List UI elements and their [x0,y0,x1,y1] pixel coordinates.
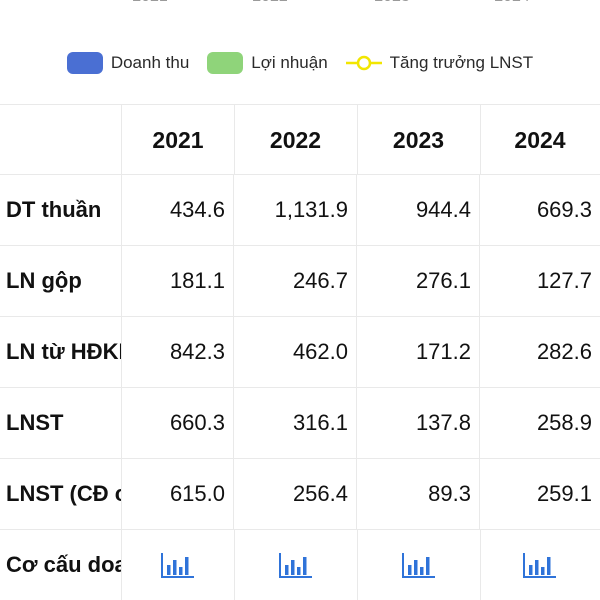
value-cell: 276.1 [357,246,480,316]
chart-x-label: 2021 [132,0,168,6]
value-cell: 89.3 [357,459,480,529]
bar-chart-icon[interactable] [480,530,600,600]
growth-line-icon [345,55,382,71]
chart-x-label: 2023 [374,0,410,6]
chart-x-label: 2022 [252,0,288,6]
value-cell: 660.3 [122,388,234,458]
legend-label: Lợi nhuận [251,53,328,72]
value-cell: 137.8 [357,388,480,458]
year-header: 2022 [234,105,358,175]
legend-item-revenue[interactable]: Doanh thu [66,52,190,74]
value-cell: 127.7 [536,268,592,293]
year-header: 2024 [514,126,566,153]
table-header-row: 2021 2022 2023 2024 [0,104,600,175]
legend-item-growth[interactable]: Tăng trưởng LNST [345,52,534,74]
legend-label: Tăng trưởng LNST [389,53,534,72]
value-cell: 316.1 [234,388,357,458]
chart-legend: Doanh thu Lợi nhuận Tăng trưởng LNST [0,50,600,76]
value-cell: 434.6 [122,175,234,245]
chart-x-label: 2024 [494,0,530,6]
bar-chart-icon[interactable] [357,530,481,600]
table-row: LN gộp 181.1 246.7 276.1 127.7 [0,245,600,316]
row-label: Cơ cấu doanh thu [0,530,122,600]
value-cell: 282.6 [536,339,592,364]
table-row: DT thuần 434.6 1,131.9 944.4 669.3 [0,174,600,245]
row-label: LN gộp [0,246,122,316]
row-label: LNST (CĐ công ty mẹ) [0,459,122,529]
row-label: LNST [0,388,122,458]
profit-swatch-icon [207,52,244,74]
table-row: LN từ HĐKD 842.3 462.0 171.2 282.6 [0,316,600,387]
value-cell: 944.4 [357,175,480,245]
table-row: LNST (CĐ công ty mẹ) 615.0 256.4 89.3 25… [0,458,600,529]
value-cell: 258.9 [536,410,592,435]
year-header: 2021 [122,105,235,175]
legend-item-profit[interactable]: Lợi nhuận [207,52,328,74]
table-row: LNST 660.3 316.1 137.8 258.9 [0,387,600,458]
revenue-structure-row: Cơ cấu doanh thu [0,529,600,600]
value-cell: 259.1 [536,481,592,506]
value-cell: 256.4 [234,459,357,529]
chart-x-axis: 2021 2022 2023 2024 [0,0,600,6]
value-cell: 462.0 [234,317,357,387]
legend-label: Doanh thu [110,53,190,72]
value-cell: 181.1 [122,246,234,316]
revenue-swatch-icon [66,52,103,74]
row-label: DT thuần [0,175,122,245]
value-cell: 842.3 [122,317,234,387]
value-cell: 669.3 [536,197,592,222]
value-cell: 246.7 [234,246,357,316]
table-corner-cell [0,105,122,175]
bar-chart-icon[interactable] [234,530,358,600]
value-cell: 1,131.9 [234,175,357,245]
bar-chart-icon[interactable] [122,530,235,600]
value-cell: 171.2 [357,317,480,387]
row-label: LN từ HĐKD [0,317,122,387]
value-cell: 615.0 [122,459,234,529]
financial-table: 2021 2022 2023 2024 DT thuần 434.6 1,131… [0,104,600,600]
year-header: 2023 [357,105,481,175]
